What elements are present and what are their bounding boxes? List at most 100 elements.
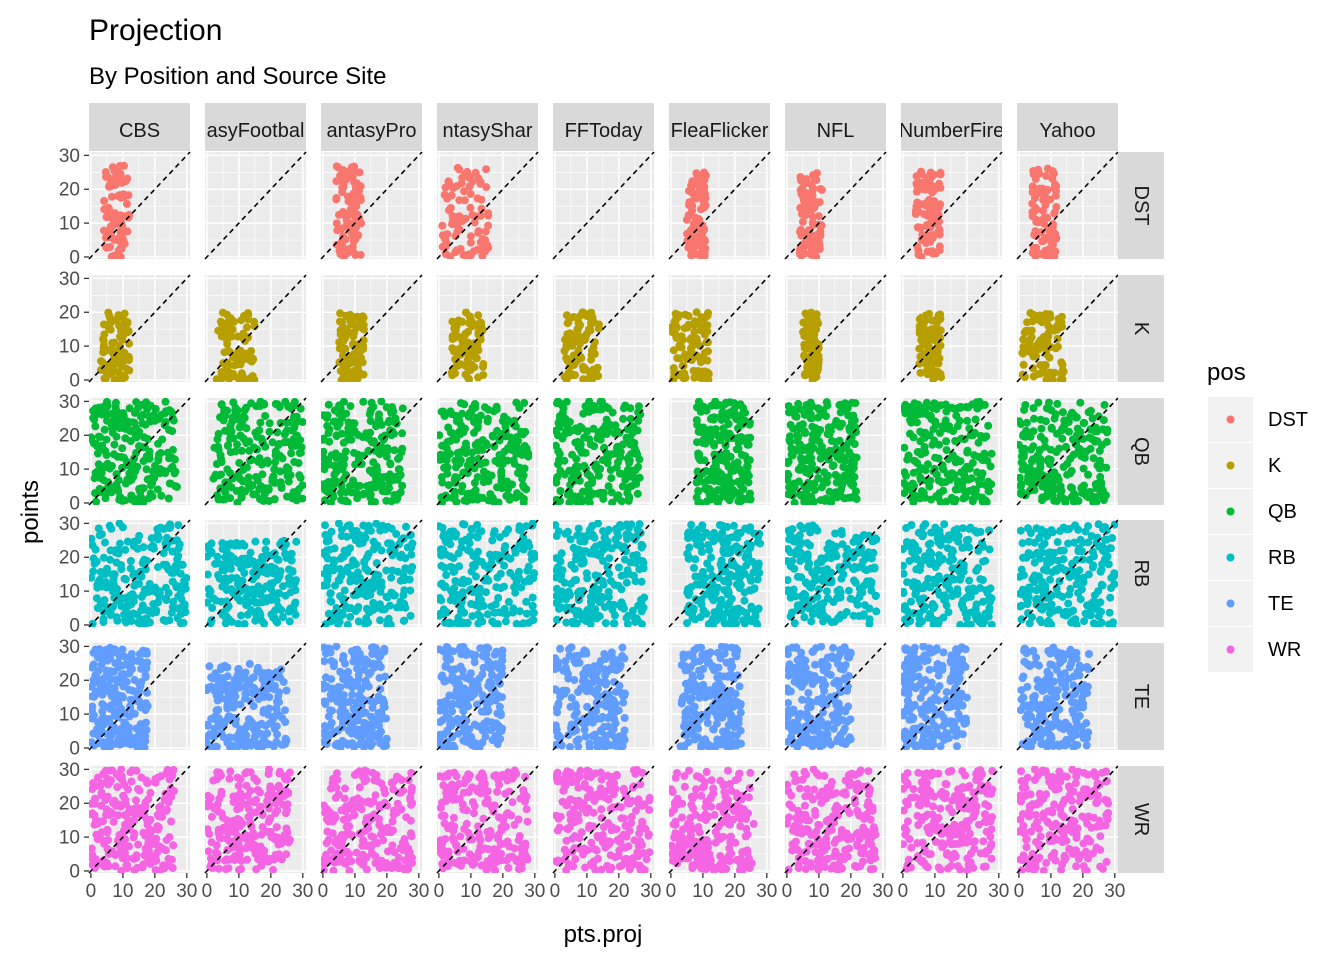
data-point: [921, 402, 930, 411]
data-point: [145, 447, 154, 456]
data-point: [282, 418, 291, 427]
data-point: [335, 246, 344, 255]
data-point: [1053, 399, 1062, 408]
data-point: [139, 543, 148, 552]
data-point: [150, 416, 159, 425]
data-point: [335, 401, 344, 410]
reference-line: [320, 397, 423, 506]
data-point: [157, 491, 166, 500]
data-point: [363, 553, 371, 562]
data-point: [112, 470, 121, 479]
data-point: [226, 539, 235, 548]
data-point: [970, 451, 979, 460]
data-point: [1044, 223, 1053, 232]
data-point: [283, 492, 291, 501]
reference-line: [204, 519, 307, 628]
data-point: [236, 346, 245, 355]
data-point: [520, 541, 529, 550]
reference-line: [88, 151, 191, 260]
scatter-points: [332, 162, 366, 259]
data-point: [342, 325, 351, 333]
data-point: [460, 444, 469, 453]
data-point: [522, 597, 531, 606]
data-point: [453, 360, 462, 369]
data-point: [488, 536, 497, 545]
data-point: [1019, 360, 1028, 369]
data-point: [284, 402, 293, 411]
data-point: [917, 464, 926, 473]
data-point: [524, 452, 533, 461]
data-point: [270, 464, 279, 473]
data-point: [274, 441, 283, 450]
data-point: [223, 406, 232, 415]
data-point: [848, 481, 857, 490]
data-point: [625, 452, 634, 461]
data-point: [602, 430, 611, 438]
data-point: [799, 239, 808, 248]
data-point: [92, 594, 101, 603]
data-point: [467, 567, 476, 576]
data-point: [473, 520, 482, 529]
data-point: [798, 188, 807, 197]
data-point: [468, 211, 477, 219]
data-point: [355, 216, 364, 224]
data-point: [1031, 252, 1040, 259]
data-point: [974, 438, 983, 447]
data-point: [479, 478, 488, 487]
data-point: [258, 555, 267, 564]
data-point: [440, 412, 449, 421]
data-point: [1097, 441, 1106, 450]
data-point: [386, 460, 395, 469]
data-point: [809, 220, 818, 229]
data-point: [805, 233, 814, 242]
data-point: [942, 437, 951, 446]
data-point: [325, 425, 334, 434]
data-point: [694, 471, 703, 480]
data-point: [845, 426, 854, 435]
data-point: [581, 334, 590, 343]
data-point: [93, 442, 101, 451]
data-point: [699, 245, 707, 254]
data-point: [223, 441, 232, 450]
data-point: [437, 522, 444, 531]
data-point: [296, 473, 305, 482]
data-point: [124, 596, 133, 605]
scatter-points: [669, 308, 713, 382]
data-point: [298, 481, 306, 490]
data-point: [441, 235, 450, 244]
data-point: [502, 492, 511, 500]
data-point: [1074, 496, 1083, 505]
data-point: [669, 346, 678, 355]
data-point: [810, 203, 819, 212]
data-point: [1051, 324, 1060, 332]
data-point: [809, 444, 818, 453]
data-point: [497, 430, 506, 439]
data-point: [553, 478, 561, 487]
data-point: [244, 560, 253, 569]
data-point: [835, 447, 844, 456]
scatter-points: [682, 168, 710, 259]
data-point: [576, 353, 585, 362]
data-point: [694, 318, 703, 327]
data-point: [583, 427, 592, 436]
scatter-points: [89, 398, 181, 505]
data-point: [590, 338, 599, 347]
data-point: [736, 481, 745, 489]
data-point: [1061, 442, 1070, 451]
data-point: [103, 401, 112, 410]
data-point: [1042, 310, 1050, 318]
data-point: [978, 456, 987, 465]
data-point: [810, 479, 819, 488]
data-point: [693, 438, 701, 447]
data-point: [468, 588, 477, 596]
data-point: [99, 614, 108, 623]
data-point: [226, 448, 235, 457]
data-point: [94, 524, 103, 533]
data-point: [814, 365, 822, 373]
data-point: [100, 320, 108, 329]
panel-qb-4: [552, 397, 655, 506]
data-point: [942, 446, 951, 455]
data-point: [515, 463, 524, 472]
data-point: [145, 582, 154, 591]
data-point: [692, 234, 701, 242]
